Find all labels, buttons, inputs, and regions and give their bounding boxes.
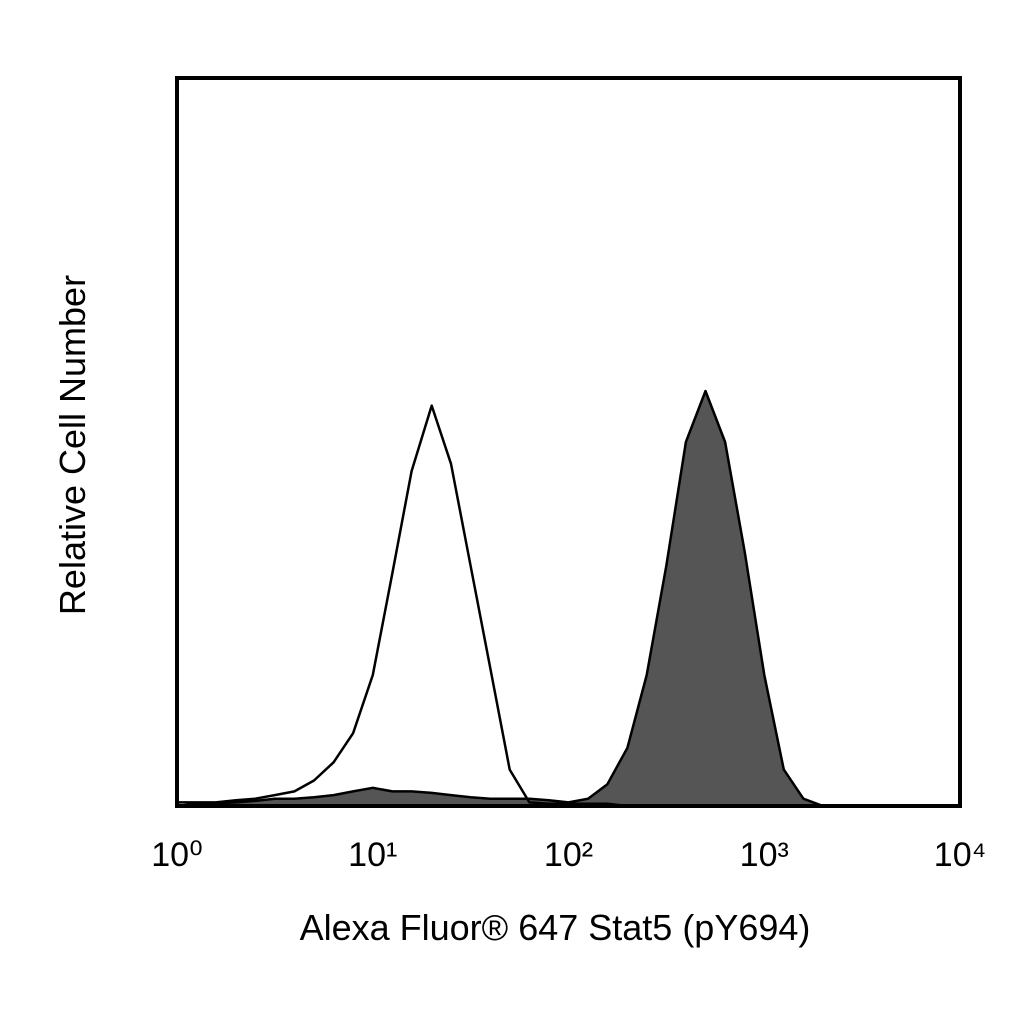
filled-histogram	[175, 389, 962, 808]
y-axis-label: Relative Cell Number	[52, 275, 93, 615]
x-tick-label: 10⁰	[151, 836, 202, 874]
open-histogram	[177, 404, 960, 808]
x-axis-label: Alexa Fluor® 647 Stat5 (pY694)	[300, 907, 811, 948]
x-tick-label: 10²	[544, 836, 593, 874]
plot-frame	[175, 76, 962, 808]
x-tick-label: 10³	[740, 836, 789, 874]
x-tick-label: 10⁴	[934, 836, 986, 874]
x-tick-label: 10¹	[348, 836, 397, 874]
